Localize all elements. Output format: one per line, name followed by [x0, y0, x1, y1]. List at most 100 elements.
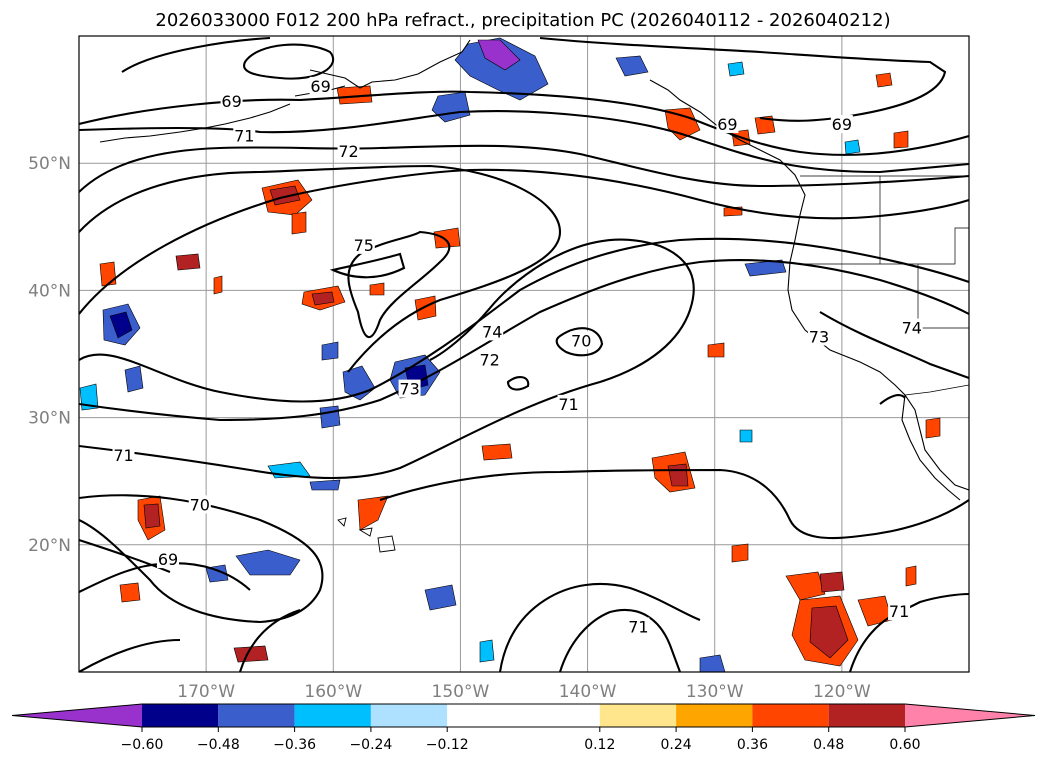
lat-label: 20°N	[28, 536, 71, 556]
lon-label: 150°W	[432, 682, 490, 702]
precip-blob	[739, 429, 753, 443]
precip-blob	[309, 479, 341, 491]
contour-label: 72	[479, 350, 499, 369]
colorbar-swatch	[218, 704, 295, 727]
contour-line	[243, 43, 335, 80]
colorbar-tick-label: −0.60	[121, 737, 164, 753]
precip-blob	[424, 584, 457, 611]
precip-blob	[477, 39, 521, 71]
lon-label: 160°W	[304, 682, 362, 702]
contour-labels: 69 69 71 72 69 69 75 74 72 73 70 71 73 74 71 70 69 71 71	[112, 76, 923, 636]
contour-line	[558, 608, 681, 672]
colorbar-tick-label: 0.60	[889, 737, 920, 753]
contour-label-background	[570, 331, 593, 350]
precip-blob	[479, 639, 495, 663]
contour-line	[79, 144, 969, 193]
contour-label: 71	[558, 395, 578, 414]
colorbar-swatch	[447, 704, 600, 727]
precip-blob	[844, 139, 861, 155]
contour-label: 69	[310, 77, 330, 96]
contour-label-background	[716, 115, 739, 134]
contour-line	[79, 238, 695, 479]
colorbar-swatch	[599, 704, 677, 727]
precip-blob	[213, 275, 223, 295]
contour-line	[819, 311, 969, 405]
precip-blob	[414, 295, 437, 321]
hawaii-islands	[337, 517, 396, 553]
colorbar-extend-low	[12, 704, 142, 727]
precip-blob	[875, 72, 893, 88]
contour-line	[79, 258, 969, 422]
contour-label-background	[398, 379, 421, 398]
colorbar-tick-label: −0.48	[197, 737, 240, 753]
contour-label-background	[900, 318, 923, 337]
lat-label: 30°N	[28, 409, 71, 429]
contour-label: 71	[889, 602, 909, 621]
contour-label-background	[220, 92, 243, 111]
precip-blob	[109, 311, 133, 339]
contour-label-background	[478, 350, 501, 369]
coastline-baja	[901, 394, 961, 501]
precip-blob	[819, 571, 845, 593]
contour-line	[379, 468, 969, 540]
graticule	[79, 36, 969, 672]
contour-label: 71	[628, 617, 648, 636]
contour-label: 69	[221, 92, 241, 111]
precip-blob	[433, 227, 461, 249]
contour-line	[506, 376, 530, 391]
lat-label: 40°N	[28, 281, 71, 301]
contour-label: 73	[399, 380, 419, 399]
map-frame	[78, 35, 970, 673]
contour-label: 72	[338, 142, 358, 161]
contour-line	[79, 164, 562, 373]
colorbar-tick-label: 0.48	[813, 737, 844, 753]
contour-label-background	[627, 617, 650, 636]
contour-label-background	[888, 602, 911, 621]
precip-blob	[233, 645, 269, 663]
precip-blob	[454, 37, 549, 101]
contour-label-background	[309, 76, 332, 95]
refractivity-contours	[79, 36, 969, 672]
colorbar-swatch	[676, 704, 753, 727]
ocean-background	[79, 36, 969, 672]
precip-blob	[905, 565, 917, 587]
colorbar-tick-label: 0.36	[737, 737, 768, 753]
map-title: 2026033000 F012 200 hPa refract., precip…	[155, 10, 890, 31]
contour-label-background	[337, 141, 360, 160]
precip-blob	[321, 341, 339, 361]
precip-blob	[235, 549, 301, 576]
contour-label: 71	[113, 446, 133, 465]
lon-label: 140°W	[559, 682, 617, 702]
precip-blob	[336, 85, 373, 105]
contour-line	[329, 252, 406, 279]
colorbar-tick-label: 0.12	[584, 737, 615, 753]
precip-blob	[175, 253, 201, 271]
precip-blob	[99, 261, 117, 287]
contour-line	[79, 110, 969, 174]
colorbar-swatch	[370, 704, 448, 727]
colorbar-tick-label: −0.12	[426, 737, 469, 753]
contour-label: 69	[158, 550, 178, 569]
precip-blob	[809, 605, 849, 659]
colorbar-swatch	[142, 704, 219, 727]
precip-blob	[124, 365, 144, 393]
precip-positive-blobs	[99, 72, 941, 667]
precip-blob	[754, 115, 776, 135]
lon-label: 120°W	[813, 682, 871, 702]
contour-label-background	[807, 327, 830, 346]
colorbar-tick-label: −0.36	[273, 737, 316, 753]
colorbar-tick-label: −0.24	[349, 737, 392, 753]
contour-label-background	[157, 550, 179, 569]
precip-blob	[893, 130, 909, 149]
precip-blob	[699, 654, 726, 672]
contour-label: 70	[571, 331, 591, 350]
contour-line	[555, 327, 604, 357]
precip-blob	[731, 543, 749, 563]
precip-blob	[311, 291, 335, 306]
contour-label: 69	[832, 115, 852, 134]
contour-label: 71	[234, 126, 254, 145]
contour-label: 70	[190, 495, 210, 514]
contour-label: 75	[354, 236, 374, 255]
precip-blob	[143, 503, 161, 529]
